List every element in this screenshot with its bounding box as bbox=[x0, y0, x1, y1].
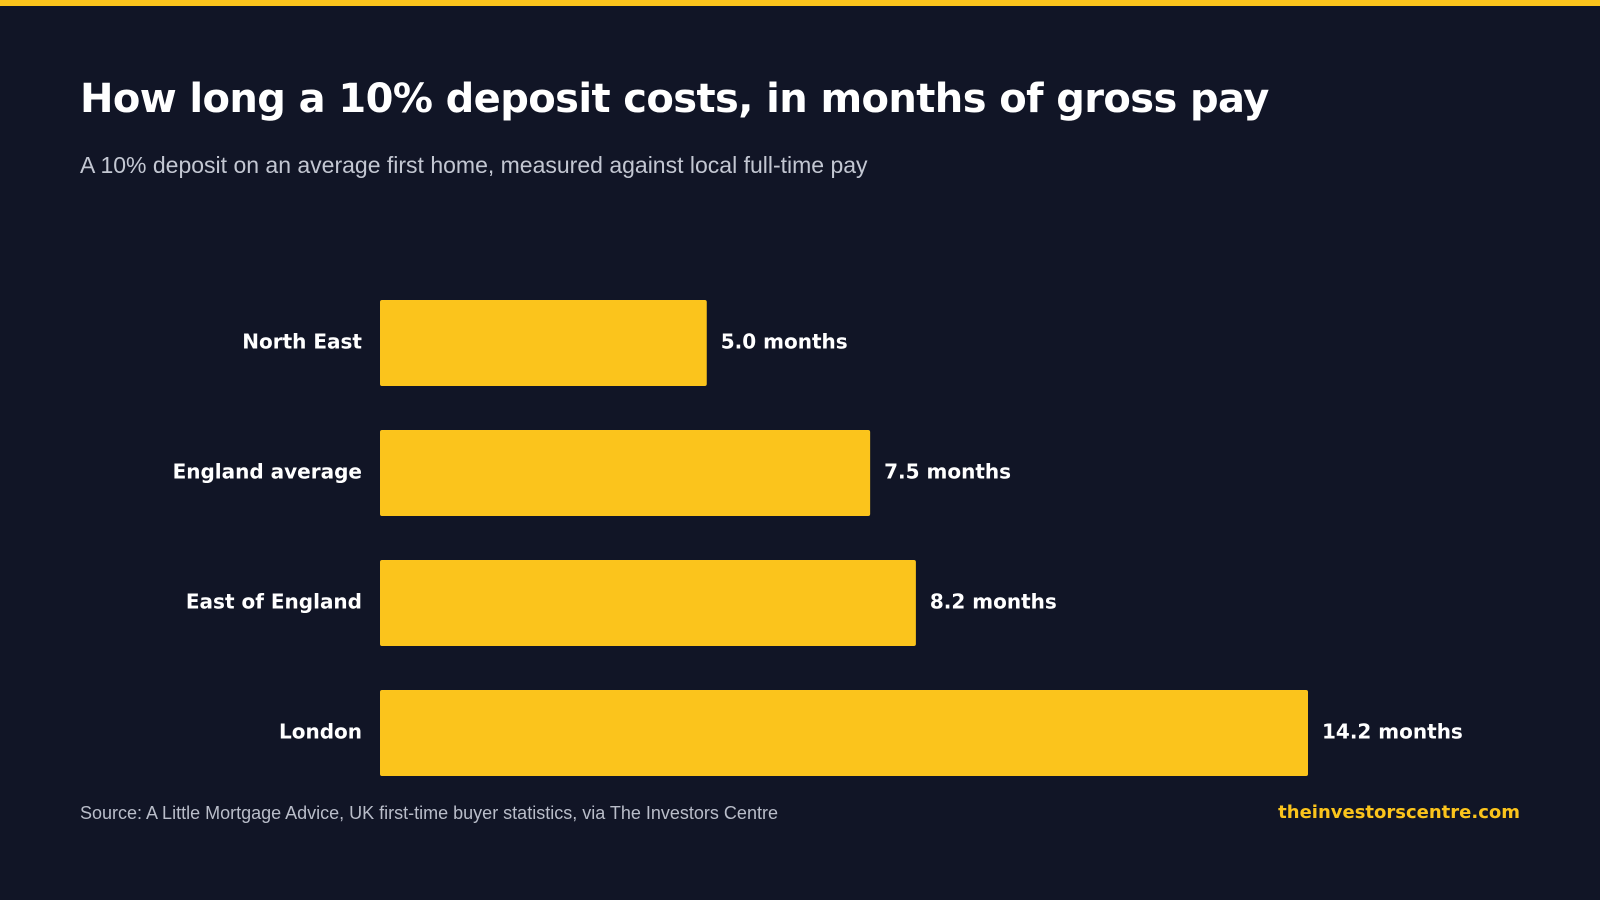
value-label: 14.2 months bbox=[1322, 720, 1463, 744]
category-label: North East bbox=[242, 330, 362, 354]
category-label: East of England bbox=[186, 590, 362, 614]
source-note: Source: A Little Mortgage Advice, UK fir… bbox=[80, 803, 778, 823]
site-link[interactable]: theinvestorscentre.com bbox=[1278, 802, 1520, 823]
bar bbox=[380, 560, 916, 646]
value-label: 5.0 months bbox=[721, 330, 848, 354]
category-label: England average bbox=[173, 460, 362, 484]
value-label: 7.5 months bbox=[884, 460, 1011, 484]
page-subtitle: A 10% deposit on an average first home, … bbox=[80, 152, 868, 178]
bar bbox=[380, 690, 1308, 776]
bar bbox=[380, 430, 871, 516]
value-label: 8.2 months bbox=[930, 590, 1057, 614]
page-title: How long a 10% deposit costs, in months … bbox=[80, 76, 1269, 122]
category-label: London bbox=[279, 720, 362, 744]
top-accent-stripe bbox=[0, 0, 1600, 6]
bar bbox=[380, 300, 707, 386]
